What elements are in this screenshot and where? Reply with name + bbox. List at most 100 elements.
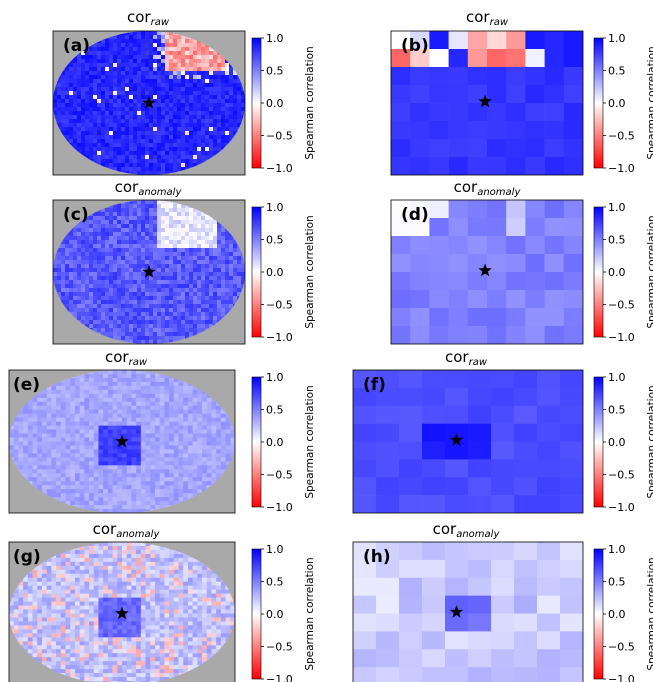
heatmap-cell (107, 401, 113, 407)
heatmap-cell (117, 111, 122, 116)
heatmap-cell (73, 232, 78, 237)
heatmap-cell (153, 272, 158, 277)
heatmap-cell (117, 413, 123, 418)
heatmap-cell (109, 256, 114, 261)
heatmap-cell (136, 401, 142, 407)
heatmap-cell (126, 473, 132, 478)
heatmap-cell (77, 63, 82, 68)
heatmap-cell (109, 228, 114, 233)
heatmap-cell (189, 284, 194, 289)
heatmap-cell (133, 312, 138, 317)
heatmap-cell (126, 373, 132, 379)
heatmap-cell (229, 256, 234, 261)
heatmap-cell (140, 445, 146, 450)
heatmap-cell (154, 381, 160, 387)
heatmap-cell (157, 143, 162, 148)
heatmap-cell (93, 236, 98, 241)
heatmap-cell (125, 55, 130, 60)
heatmap-cell (161, 171, 166, 175)
heatmap-cell (101, 59, 106, 64)
heatmap-cell (109, 324, 114, 329)
heatmap-cell (153, 236, 158, 241)
heatmap-cell (137, 268, 142, 273)
heatmap-cell (97, 107, 102, 112)
heatmap-cell (217, 139, 222, 144)
heatmap-cell (213, 115, 218, 120)
heatmap-cell (149, 244, 154, 249)
heatmap-cell (202, 457, 208, 462)
heatmap-cell (101, 87, 106, 92)
heatmap-cell (117, 51, 122, 56)
heatmap-cell (125, 304, 130, 309)
heatmap-cell (126, 429, 132, 434)
heatmap-cell (149, 55, 154, 60)
heatmap-cell (117, 147, 122, 152)
heatmap-cell (237, 256, 242, 261)
heatmap-cell (61, 119, 66, 124)
heatmap-cell (137, 55, 142, 60)
heatmap-cell (181, 115, 186, 120)
heatmap-cell (133, 320, 138, 325)
heatmap-cell (73, 91, 78, 96)
heatmap-cell (89, 75, 94, 80)
heatmap-cell (77, 316, 82, 321)
heatmap-cell (157, 87, 162, 92)
heatmap-cell (61, 280, 66, 285)
heatmap-cell (101, 115, 106, 120)
heatmap-cell (113, 316, 118, 321)
heatmap-cell (89, 63, 94, 68)
heatmap-cell (61, 71, 66, 76)
heatmap-cell (183, 437, 189, 442)
heatmap-cell (77, 260, 82, 265)
heatmap-cell (65, 240, 70, 245)
heatmap-cell (101, 280, 106, 285)
heatmap-cell (141, 59, 146, 64)
heatmap-cell (225, 244, 230, 249)
heatmap-cell (153, 39, 158, 44)
heatmap-cell (27, 417, 33, 422)
heatmap-cell (109, 268, 114, 273)
heatmap-cell (197, 389, 203, 395)
heatmap-cell (169, 31, 174, 36)
heatmap-cell (173, 220, 178, 225)
heatmap-cell (81, 95, 86, 100)
heatmap-cell (173, 159, 178, 164)
heatmap-cell (487, 326, 507, 344)
heatmap-cell (206, 453, 212, 458)
heatmap-cell (93, 401, 99, 407)
heatmap-cell (133, 204, 138, 209)
heatmap-cell (125, 131, 130, 136)
heatmap-cell (189, 316, 194, 321)
heatmap-cell (89, 308, 94, 313)
heatmap-cell (169, 139, 174, 144)
heatmap-cell (126, 397, 132, 403)
heatmap-cell (217, 95, 222, 100)
heatmap-cell (81, 240, 86, 245)
heatmap-cell (153, 59, 158, 64)
heatmap-cell (113, 208, 118, 213)
heatmap-cell (113, 228, 118, 233)
heatmap-cell (122, 373, 128, 379)
heatmap-cell (97, 151, 102, 156)
heatmap-cell (56, 393, 62, 399)
heatmap-cell (149, 87, 154, 92)
heatmap-cell (149, 159, 154, 164)
heatmap-cell (85, 67, 90, 72)
heatmap-cell (525, 236, 545, 255)
heatmap-cell (117, 216, 122, 221)
heatmap-cell (169, 47, 174, 52)
heatmap-cell (201, 47, 206, 52)
heatmap-cell (149, 71, 154, 76)
heatmap-cell (185, 79, 190, 84)
heatmap-cell (233, 268, 238, 273)
heatmap-cell (157, 51, 162, 56)
heatmap-cell (129, 216, 134, 221)
heatmap-cell (41, 397, 47, 403)
heatmap-cell (183, 461, 189, 466)
heatmap-cell (192, 421, 198, 426)
heatmap-cell (157, 167, 162, 172)
heatmap-cell (209, 135, 214, 140)
heatmap-cell (154, 373, 160, 379)
heatmap-cell (181, 55, 186, 60)
